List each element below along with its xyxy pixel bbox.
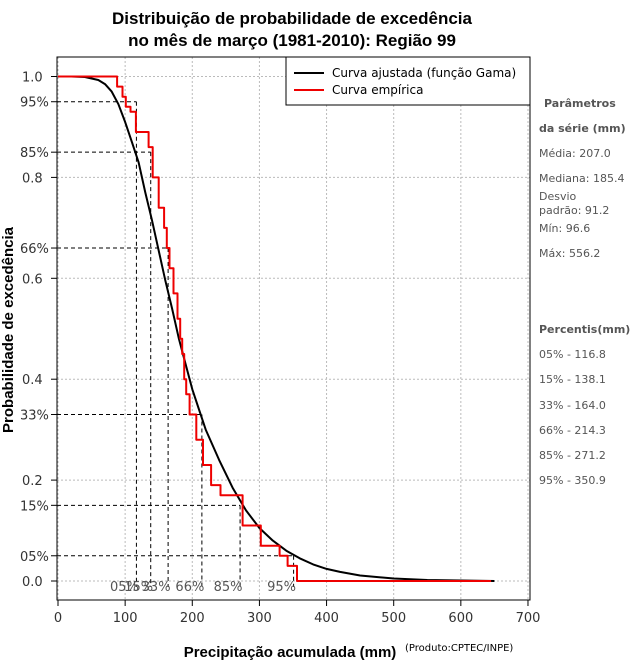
legend: Curva ajustada (função Gama) Curva empír… (285, 56, 531, 106)
legend-label-fitted: Curva ajustada (função Gama) (332, 66, 516, 80)
bottom-pct-label-3: 66% (175, 580, 204, 595)
x-tick-label-4: 400 (314, 611, 339, 626)
percentiles-panel: Percentis(mm) 05% - 116.8 15% - 138.1 33… (539, 323, 630, 487)
empirical-curve (58, 75, 492, 582)
plot-frame (56, 56, 531, 601)
y-tick-label-0: 0.0 (22, 575, 43, 590)
chart-title-line1: Distribuição de probabilidade de excedên… (112, 9, 472, 28)
series-lines (58, 75, 495, 582)
credit-label: (Produto:CPTEC/INPE) (405, 643, 513, 654)
y-pct-label-0: 05% (20, 550, 49, 565)
params-header-line1: Parâmetros (544, 97, 616, 110)
stat-median: Mediana: 185.4 (539, 172, 624, 185)
x-tick-label-3: 300 (247, 611, 272, 626)
y-pct-label-1: 15% (20, 499, 49, 514)
y-axis-ticks: 0.0 0.2 0.4 0.6 0.8 1.0 05% 15% 33% 66% 85% 95% (20, 71, 57, 590)
bottom-percent-labels: 05%15%33% 66% 85% 95% (110, 580, 296, 595)
grid-lines (57, 57, 530, 600)
bottom-pct-label-4: 85% (214, 580, 243, 595)
bottom-pct-label-1: 15% (124, 580, 153, 595)
stat-min: Mín: 96.6 (539, 222, 590, 235)
y-pct-label-4: 85% (20, 146, 49, 161)
y-tick-label-1: 0.2 (22, 474, 43, 489)
percentile-66: 66% - 214.3 (539, 424, 606, 437)
stat-mean: Média: 207.0 (539, 147, 611, 160)
percentile-05: 05% - 116.8 (539, 348, 606, 361)
x-axis-ticks: 0 100 200 300 400 500 600 700 (54, 600, 541, 626)
y-tick-label-4: 0.8 (22, 171, 43, 186)
bottom-pct-label-2: 33% (142, 580, 171, 595)
x-tick-label-5: 500 (381, 611, 406, 626)
chart-title-line2: no mês de março (1981-2010): Região 99 (128, 31, 456, 50)
y-axis-label: Probabilidade de excedência (0, 226, 17, 433)
percentile-95: 95% - 350.9 (539, 474, 606, 487)
percentiles-header: Percentis(mm) (539, 323, 630, 336)
y-pct-label-3: 66% (20, 242, 49, 257)
y-tick-label-2: 0.4 (22, 373, 43, 388)
percentile-guides (57, 101, 295, 587)
x-tick-label-2: 200 (180, 611, 205, 626)
x-axis-label: Precipitação acumulada (mm) (184, 644, 397, 660)
bottom-pct-label-5: 95% (267, 580, 296, 595)
fitted-gamma-curve (58, 75, 495, 582)
stat-max: Máx: 556.2 (539, 247, 600, 260)
params-header-line2: da série (mm) (539, 122, 626, 135)
stat-std-line2: padrão: 91.2 (539, 204, 609, 217)
percentile-85: 85% - 271.2 (539, 449, 606, 462)
x-tick-label-1: 100 (113, 611, 138, 626)
x-tick-label-6: 600 (448, 611, 473, 626)
y-tick-label-5: 1.0 (22, 71, 43, 86)
legend-box (285, 56, 531, 106)
stat-std-line1: Desvio (539, 190, 577, 203)
y-pct-label-5: 95% (20, 96, 49, 111)
x-tick-label-0: 0 (54, 611, 62, 626)
y-pct-label-2: 33% (20, 409, 49, 424)
series-stats-panel: Parâmetros da série (mm) Média: 207.0 Me… (539, 97, 626, 260)
legend-label-empirical: Curva empírica (332, 83, 423, 97)
x-tick-label-7: 700 (516, 611, 541, 626)
y-tick-label-3: 0.6 (22, 272, 43, 287)
percentile-15: 15% - 138.1 (539, 373, 606, 386)
percentile-33: 33% - 164.0 (539, 399, 606, 412)
bottom-pct-label-0: 05% (110, 580, 139, 595)
